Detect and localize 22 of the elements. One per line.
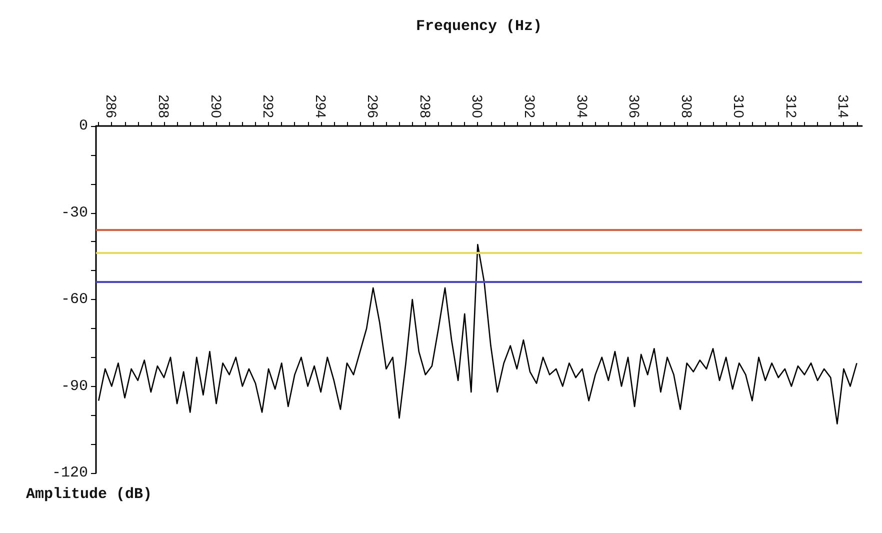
y-tick-label: -90 [60,378,88,395]
x-tick-label: 310 [731,94,748,118]
x-tick-label: 286 [104,94,120,118]
y-tick-label: -120 [52,464,88,482]
x-tick-label: 306 [626,94,643,118]
y-tick-label: -60 [60,291,88,308]
x-tick-label: 300 [470,94,486,118]
y-axis-title: Amplitude (dB) [26,486,152,503]
x-tick-label: 308 [678,94,695,118]
x-tick-label: 292 [260,94,277,118]
x-tick-label: 312 [783,94,800,118]
x-axis-title: Frequency (Hz) [416,18,542,35]
x-tick-label: 314 [836,94,852,118]
x-tick-label: 296 [365,94,382,118]
x-tick-label: 304 [574,94,590,118]
x-tick-label: 290 [208,94,224,118]
x-tick-label: 294 [312,94,329,118]
y-tick-label: -30 [60,204,88,222]
x-tick-label: 288 [156,94,172,118]
x-tick-label: 298 [417,94,434,118]
x-tick-label: 302 [522,94,538,118]
y-tick-label: 0 [78,118,88,134]
